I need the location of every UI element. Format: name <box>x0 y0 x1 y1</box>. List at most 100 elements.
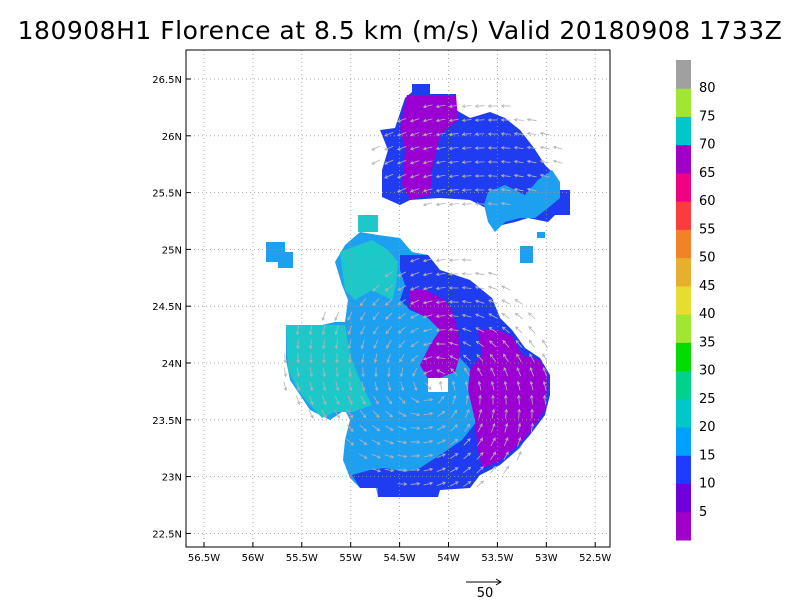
wind-vector <box>336 367 338 377</box>
wind-vector-head <box>461 146 466 150</box>
wind-vector <box>397 440 407 444</box>
wind-vector-head <box>384 147 388 151</box>
wind-vector-head <box>397 287 402 291</box>
wind-vector <box>397 118 407 122</box>
wind-vector-head <box>375 400 379 405</box>
latitude-axis: 26.5N 26N 25.5N 25N 24.5N 24N 23.5N 23N 22.5N <box>152 75 191 540</box>
wind-vector-head <box>526 145 531 150</box>
wind-vector <box>437 396 445 404</box>
wind-vector <box>463 481 471 487</box>
colorbar-label: 75 <box>699 109 716 124</box>
wind-vector-head <box>410 329 415 333</box>
wind-vector <box>489 354 497 362</box>
wind-vector-head <box>422 146 427 151</box>
wind-vector-head <box>363 428 367 432</box>
wind-vector-head <box>487 160 492 164</box>
wind-vector <box>283 367 287 377</box>
wind-vector <box>436 272 446 276</box>
wind-vector <box>410 427 420 429</box>
wind-vector <box>284 353 286 363</box>
wind-vector-head <box>435 160 440 165</box>
field-north-moderate <box>484 170 560 232</box>
wind-vector <box>323 339 325 349</box>
colorbar-label: 60 <box>699 194 716 209</box>
wind-vector-head <box>373 330 377 335</box>
wind-vector <box>423 369 433 375</box>
wind-vector-head <box>359 302 364 307</box>
lat-tick-label: 24.5N <box>152 302 182 313</box>
wind-vector <box>475 313 485 319</box>
reference-arrow-head <box>495 578 502 586</box>
wind-vector-head <box>500 174 505 178</box>
wind-vector <box>488 189 498 191</box>
wind-vector-head <box>335 359 339 364</box>
wind-vector <box>503 354 509 362</box>
wind-vector-head <box>386 359 391 364</box>
wind-vector-head <box>448 314 453 318</box>
wind-vector <box>410 299 420 305</box>
wind-vector <box>346 438 354 446</box>
wind-vector-head <box>410 301 414 305</box>
wind-vector <box>436 425 446 431</box>
wind-vector-head <box>454 424 458 428</box>
wind-vector <box>335 325 339 335</box>
wind-vector-head <box>429 453 434 458</box>
wind-vector-head <box>474 188 479 192</box>
wind-vector-head <box>530 394 534 399</box>
wind-vector-head <box>360 345 365 350</box>
wind-vector-head <box>377 468 382 473</box>
wind-vector <box>450 368 458 376</box>
wind-vector <box>529 367 535 377</box>
wind-vector-head <box>403 482 408 486</box>
wind-vector <box>488 286 498 290</box>
wind-vector <box>423 328 433 332</box>
wind-vector-head <box>479 451 484 456</box>
wind-vector-head <box>526 117 531 122</box>
wind-vector <box>490 452 496 460</box>
wind-vector-head <box>296 345 300 350</box>
wind-vector-head <box>462 354 467 359</box>
wind-vector-head <box>397 330 402 334</box>
wind-vector <box>360 325 366 335</box>
wind-vector-head <box>502 340 506 344</box>
wind-vector <box>505 409 507 419</box>
wind-vector <box>544 395 546 405</box>
wind-vector-head <box>500 160 505 164</box>
wind-vector-head <box>453 409 458 414</box>
wind-vector-head <box>397 315 402 320</box>
wind-vector <box>503 466 509 474</box>
wind-vector <box>387 381 391 391</box>
lat-tick-label: 26N <box>162 132 182 143</box>
lat-tick-label: 22.5N <box>152 529 182 540</box>
wind-vector-head <box>373 345 377 349</box>
wind-vector <box>501 147 511 149</box>
wind-vector <box>423 426 433 430</box>
wind-vector <box>373 325 379 335</box>
wind-vector <box>450 438 458 446</box>
wind-vector-head <box>501 285 505 289</box>
wind-vector-head <box>376 441 381 445</box>
wind-vector <box>436 439 446 445</box>
wind-vector <box>449 315 459 317</box>
wind-vector <box>540 174 550 178</box>
wind-vector-head <box>362 401 366 405</box>
field-cell <box>520 246 533 263</box>
wind-vector-head <box>411 358 415 362</box>
wind-vector <box>475 272 485 276</box>
wind-vector-head <box>505 437 509 441</box>
wind-vector <box>530 381 534 391</box>
wind-vector <box>540 132 550 136</box>
wind-vector <box>501 285 511 291</box>
wind-vector <box>412 367 418 377</box>
wind-vector <box>488 313 498 319</box>
wind-vector <box>423 146 433 150</box>
wind-vector <box>502 326 510 334</box>
wind-vector-head <box>349 414 353 419</box>
wind-vector-head <box>422 356 427 361</box>
wind-vector-head <box>448 286 453 290</box>
wind-vector-head <box>376 427 381 432</box>
wind-vector <box>410 483 420 485</box>
colorbar-label: 45 <box>699 279 716 294</box>
wind-vector <box>542 353 548 363</box>
wind-vector <box>449 146 459 150</box>
